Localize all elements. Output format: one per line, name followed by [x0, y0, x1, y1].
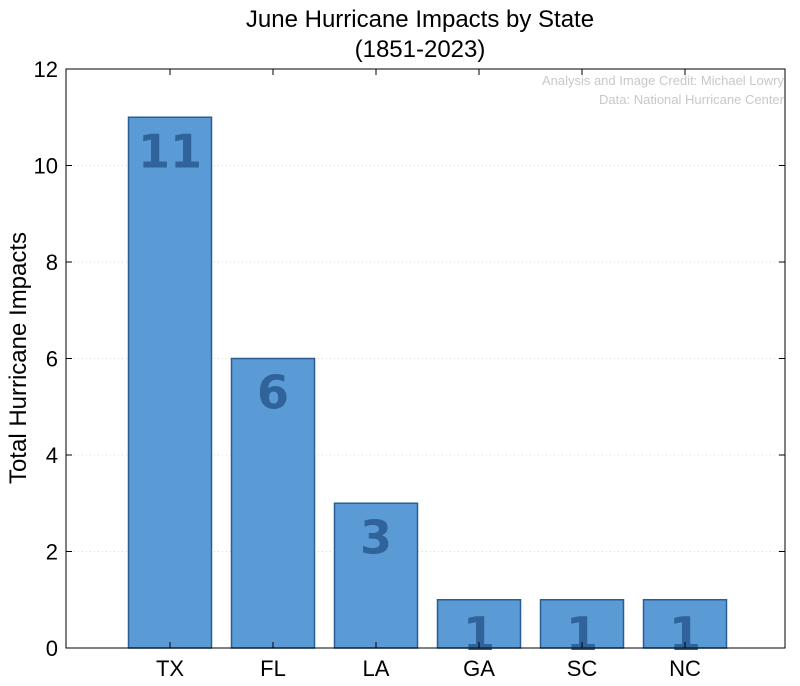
- chart-title: June Hurricane Impacts by State: [246, 6, 594, 33]
- y-tick-label: 0: [46, 636, 58, 661]
- data-label-ga: 1: [463, 607, 495, 661]
- bar-sc: [539, 599, 625, 649]
- data-label-nc: 1: [669, 607, 701, 661]
- x-tick-label: SC: [567, 656, 598, 681]
- credit-annotation: Analysis and Image Credit: Michael Lowry: [542, 73, 785, 88]
- x-tick-label: GA: [463, 656, 495, 681]
- bars: [127, 116, 728, 649]
- data-label-sc: 1: [566, 607, 598, 661]
- y-tick-label: 12: [34, 57, 58, 82]
- data-label-fl: 6: [257, 366, 289, 420]
- x-tick-label: NC: [669, 656, 701, 681]
- y-tick-label: 8: [46, 250, 58, 275]
- data-source-annotation: Data: National Hurricane Center: [599, 92, 785, 107]
- x-tick-label: LA: [363, 656, 390, 681]
- bar-la: [333, 502, 419, 649]
- bar-tx: [127, 116, 213, 649]
- y-axis-ticks: 0 2 4 6 8 10 12: [34, 57, 785, 661]
- data-label-la: 3: [360, 510, 392, 564]
- y-axis-label: Total Hurricane Impacts: [5, 232, 32, 484]
- x-axis-ticks: TX FL LA GA SC NC: [156, 69, 701, 681]
- chart-subtitle: (1851-2023): [355, 36, 486, 63]
- y-tick-label: 4: [46, 443, 58, 468]
- y-tick-label: 10: [34, 154, 58, 179]
- data-label-tx: 11: [138, 124, 202, 178]
- bar-fl: [230, 357, 316, 649]
- y-tick-label: 6: [46, 347, 58, 372]
- x-tick-label: FL: [260, 656, 286, 681]
- x-tick-label: TX: [156, 656, 184, 681]
- y-tick-label: 2: [46, 540, 58, 565]
